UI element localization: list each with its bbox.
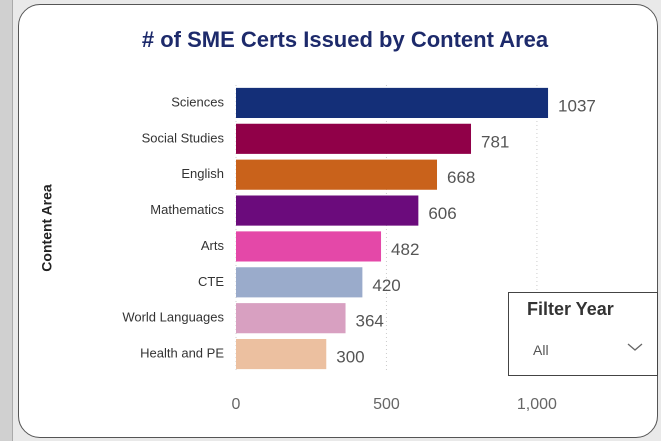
data-label: 668 (447, 168, 475, 187)
bar (236, 87, 549, 119)
data-label: 364 (356, 312, 384, 331)
chart-title: # of SME Certs Issued by Content Area (142, 27, 549, 52)
x-tick-label: 0 (232, 396, 241, 413)
data-label: 420 (372, 276, 400, 295)
y-tick-label: Health and PE (140, 346, 224, 361)
bar (236, 338, 327, 370)
y-tick-label: CTE (198, 274, 224, 289)
bar (236, 195, 419, 226)
y-tick-label: Sciences (171, 94, 224, 109)
bar (236, 303, 346, 334)
y-tick-label: Mathematics (150, 202, 224, 217)
bar (236, 231, 382, 262)
data-label: 482 (391, 240, 419, 259)
bar (236, 267, 363, 298)
data-label: 300 (336, 348, 364, 367)
y-tick-label: World Languages (122, 310, 224, 325)
y-tick-label: English (181, 166, 224, 181)
filter-title: Filter Year (527, 299, 614, 319)
data-label: 781 (481, 132, 509, 151)
filter-dropdown[interactable]: All (519, 335, 649, 363)
y-axis-label: Content Area (39, 184, 55, 272)
bar (236, 123, 472, 154)
chevron-icon (627, 343, 643, 351)
filter-slicer: Filter Year All (508, 292, 658, 376)
filter-value: All (533, 342, 549, 358)
data-label: 1037 (558, 96, 596, 115)
data-label: 606 (428, 204, 456, 223)
x-tick-label: 500 (373, 396, 400, 413)
bar (236, 159, 438, 190)
x-tick-label: 1,000 (517, 396, 557, 413)
side-strip (0, 0, 13, 441)
y-tick-label: Social Studies (142, 130, 225, 145)
y-tick-label: Arts (201, 238, 225, 253)
